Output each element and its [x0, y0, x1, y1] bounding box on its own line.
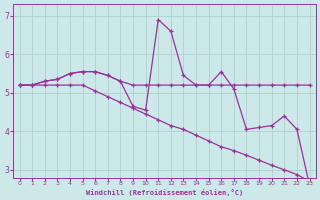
X-axis label: Windchill (Refroidissement éolien,°C): Windchill (Refroidissement éolien,°C)	[86, 189, 243, 196]
